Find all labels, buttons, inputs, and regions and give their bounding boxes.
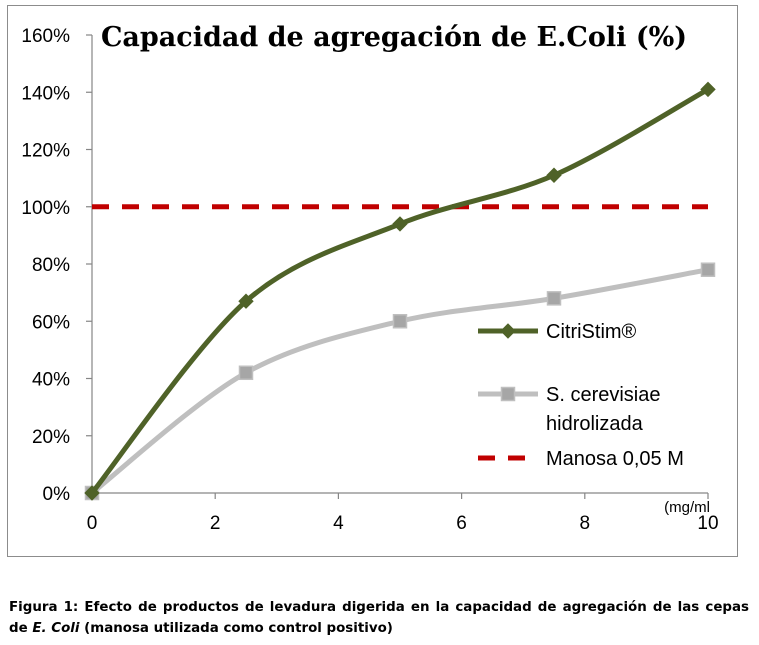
y-tick-label: 160% bbox=[21, 26, 70, 47]
y-tick-label: 20% bbox=[32, 427, 70, 448]
y-tick-label: 40% bbox=[32, 370, 70, 391]
y-tick-label: 120% bbox=[21, 141, 70, 162]
caption-text-2: (manosa utilizada como control positivo) bbox=[79, 621, 393, 636]
legend-marker bbox=[500, 386, 516, 402]
series-layer bbox=[84, 81, 716, 501]
data-point bbox=[84, 485, 100, 501]
data-point bbox=[392, 314, 408, 329]
legend-label: S. cerevisiae bbox=[546, 384, 661, 406]
y-tick-label: 80% bbox=[32, 255, 70, 276]
caption-text-1: Figura 1: Efecto de productos de levadur… bbox=[9, 600, 749, 636]
x-tick-label: 0 bbox=[87, 513, 98, 534]
figure-caption: Figura 1: Efecto de productos de levadur… bbox=[9, 597, 749, 639]
axes: 0% 20% 40% 60% 80% 100% 120% 140% 160% 0 2 4 6 8 10(mg… bbox=[21, 26, 718, 534]
data-point bbox=[238, 293, 254, 309]
data-point bbox=[392, 216, 408, 232]
y-tick-label: 140% bbox=[21, 83, 70, 104]
data-point bbox=[546, 291, 562, 306]
y-tick-label: 60% bbox=[32, 312, 70, 333]
line-chart: Capacidad de agregación de E.Coli (%) 0%… bbox=[21, 22, 718, 534]
data-point bbox=[546, 167, 562, 183]
chart-frame: Capacidad de agregación de E.Coli (%) 0%… bbox=[7, 5, 738, 557]
data-point bbox=[700, 262, 716, 277]
legend-marker bbox=[500, 323, 516, 339]
legend-label: Manosa 0,05 M bbox=[546, 448, 684, 470]
series-0 bbox=[84, 81, 716, 501]
legend-label: CitriStim® bbox=[546, 321, 637, 343]
x-tick-label: 8 bbox=[580, 513, 591, 534]
x-tick-label: 10 bbox=[697, 513, 718, 534]
legend-label: hidrolizada bbox=[546, 413, 644, 435]
y-tick-label: 0% bbox=[43, 484, 71, 505]
data-point bbox=[238, 365, 254, 381]
x-tick-label: 6 bbox=[456, 513, 467, 534]
chart-title: Capacidad de agregación de E.Coli (%) bbox=[101, 22, 687, 53]
data-point bbox=[700, 81, 716, 98]
x-tick-label: 2 bbox=[210, 513, 221, 534]
caption-italic: E. Coli bbox=[32, 621, 80, 636]
x-unit-label: (mg/ml bbox=[664, 499, 710, 516]
x-tick-label: 4 bbox=[333, 513, 344, 534]
y-tick-label: 100% bbox=[21, 198, 70, 219]
legend: CitriStim® S. cerevisiae hidrolizada Manosa… bbox=[478, 321, 684, 470]
